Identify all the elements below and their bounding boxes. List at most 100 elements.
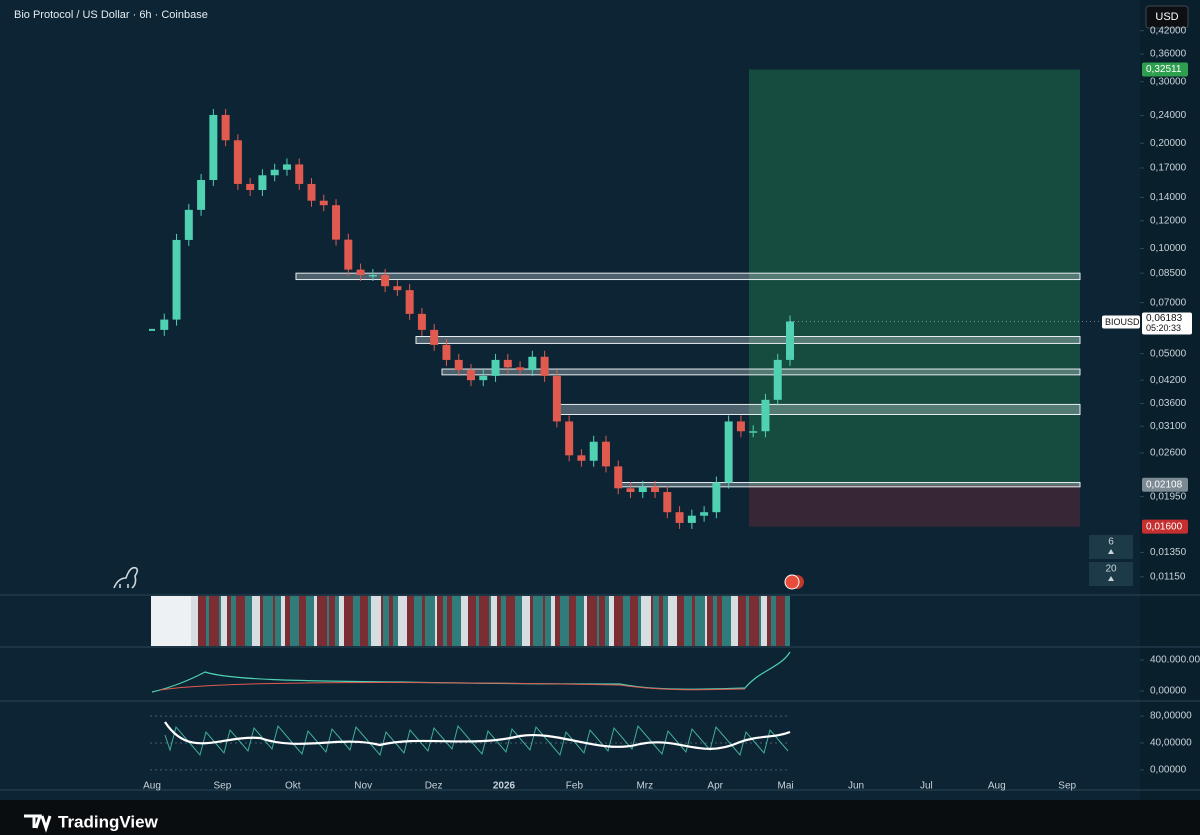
indicator-button-bg[interactable] — [1089, 562, 1133, 586]
candle — [724, 421, 733, 483]
strip-bar — [407, 596, 414, 646]
stop-price-tag: 0,01600 — [1146, 521, 1183, 532]
strip-bar — [273, 596, 275, 646]
price-tick-label: 0,17000 — [1150, 163, 1187, 174]
price-tick-label: 0,04200 — [1150, 375, 1187, 386]
strip-bar — [707, 596, 713, 646]
price-tick-label: 0,08500 — [1150, 268, 1187, 279]
indicator-button[interactable]: 20 — [1105, 564, 1117, 575]
candle — [442, 344, 451, 360]
candle — [332, 205, 341, 240]
strip-bar — [489, 596, 491, 646]
candle — [601, 441, 610, 467]
candle — [736, 421, 745, 432]
price-tick-label: 0,07000 — [1150, 297, 1187, 308]
strip-bar — [327, 596, 329, 646]
strip-start — [151, 596, 191, 646]
strip-bar — [597, 596, 599, 646]
candle — [491, 359, 500, 376]
currency-label[interactable]: USD — [1155, 11, 1178, 23]
strip-bar — [738, 596, 746, 646]
strip-bar — [767, 596, 771, 646]
strip-bar — [329, 596, 335, 646]
strip-bar — [501, 596, 506, 646]
candle — [344, 239, 353, 270]
candle — [467, 370, 475, 381]
level-box — [415, 336, 1081, 344]
pane-tick-label: 80,00000 — [1150, 711, 1192, 722]
indicator-button[interactable]: 6 — [1108, 537, 1114, 548]
candle — [233, 140, 242, 184]
strip-bar — [317, 596, 327, 646]
strip-bar — [587, 596, 597, 646]
time-label: Mrz — [636, 781, 653, 792]
time-label: 2026 — [493, 781, 516, 792]
last-price-label: 0,06183 — [1146, 313, 1183, 324]
strip-bar — [692, 596, 695, 646]
price-tick-label: 0,42000 — [1150, 25, 1187, 36]
strip-bar — [522, 596, 530, 646]
candle — [295, 164, 304, 184]
strip-bar — [497, 596, 501, 646]
price-axis-background — [1140, 0, 1200, 800]
level-box — [619, 482, 1081, 488]
candle — [577, 455, 586, 461]
candle — [246, 183, 255, 191]
entry-price-tag: 0,02108 — [1146, 479, 1183, 490]
candle — [454, 359, 463, 371]
countdown: 05:20:33 — [1146, 323, 1181, 333]
strip-bar — [684, 596, 692, 646]
strip-bar — [443, 596, 447, 646]
entry-price-tag-bg — [1142, 477, 1188, 492]
symbol-title: Bio Protocol / US Dollar · 6h · Coinbase — [14, 9, 208, 21]
strip-bar — [731, 596, 738, 646]
stop-price-tag-bg — [1142, 519, 1188, 534]
last-price-tag-bg — [1142, 312, 1192, 335]
candle — [651, 486, 660, 493]
strip-bar — [717, 596, 722, 646]
strip-bar — [569, 596, 576, 646]
strip-bar — [515, 596, 522, 646]
time-label: Jul — [920, 781, 933, 792]
strip-bar — [761, 596, 767, 646]
candle — [712, 482, 721, 513]
strip-bar — [263, 596, 273, 646]
strip-bar — [414, 596, 422, 646]
strip-bar — [785, 596, 790, 646]
target-price-tag: 0,32511 — [1146, 64, 1182, 75]
currency-button[interactable] — [1145, 5, 1189, 29]
price-tick-label: 0,30000 — [1150, 76, 1187, 87]
candle — [700, 512, 709, 516]
candle — [786, 321, 794, 360]
time-label: Feb — [566, 781, 584, 792]
strip-bar — [506, 596, 515, 646]
event-flag[interactable] — [784, 574, 800, 590]
strip-bar — [551, 596, 555, 646]
candle — [675, 512, 684, 523]
candle — [552, 375, 561, 422]
stop-zone — [749, 484, 1080, 527]
indicator-arrow — [1108, 576, 1114, 581]
candle — [221, 114, 230, 141]
strip-bar — [545, 596, 551, 646]
strip-bar — [389, 596, 393, 646]
strip-bar — [543, 596, 545, 646]
strip-bar — [383, 596, 389, 646]
strip-bar — [437, 596, 443, 646]
price-tick-label: 0,10000 — [1150, 243, 1187, 254]
candle — [282, 164, 291, 170]
profit-zone — [749, 69, 1080, 485]
strip-bar — [306, 596, 314, 646]
strip-bar — [651, 596, 653, 646]
footer-background — [0, 800, 1200, 835]
strip-bar — [452, 596, 461, 646]
indicator-button-bg[interactable] — [1089, 535, 1133, 559]
price-tick-label: 0,02600 — [1150, 448, 1187, 459]
strip-bar — [398, 596, 407, 646]
candle — [565, 421, 574, 456]
symbol-tag: BIOUSD — [1105, 317, 1140, 327]
strip-bar — [227, 596, 231, 646]
candle — [430, 329, 439, 345]
strip-bar — [236, 596, 245, 646]
